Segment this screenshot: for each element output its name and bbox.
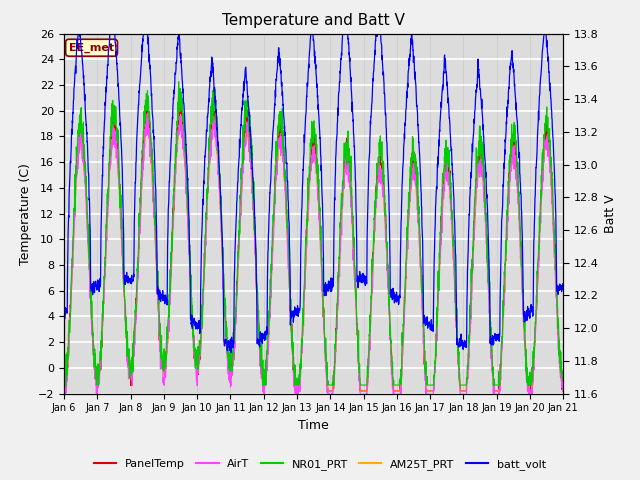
Text: EE_met: EE_met [69,43,114,53]
Legend: PanelTemp, AirT, NR01_PRT, AM25T_PRT, batt_volt: PanelTemp, AirT, NR01_PRT, AM25T_PRT, ba… [90,455,550,474]
Y-axis label: Batt V: Batt V [604,194,617,233]
Y-axis label: Temperature (C): Temperature (C) [19,163,32,264]
Title: Temperature and Batt V: Temperature and Batt V [222,13,405,28]
X-axis label: Time: Time [298,419,329,432]
